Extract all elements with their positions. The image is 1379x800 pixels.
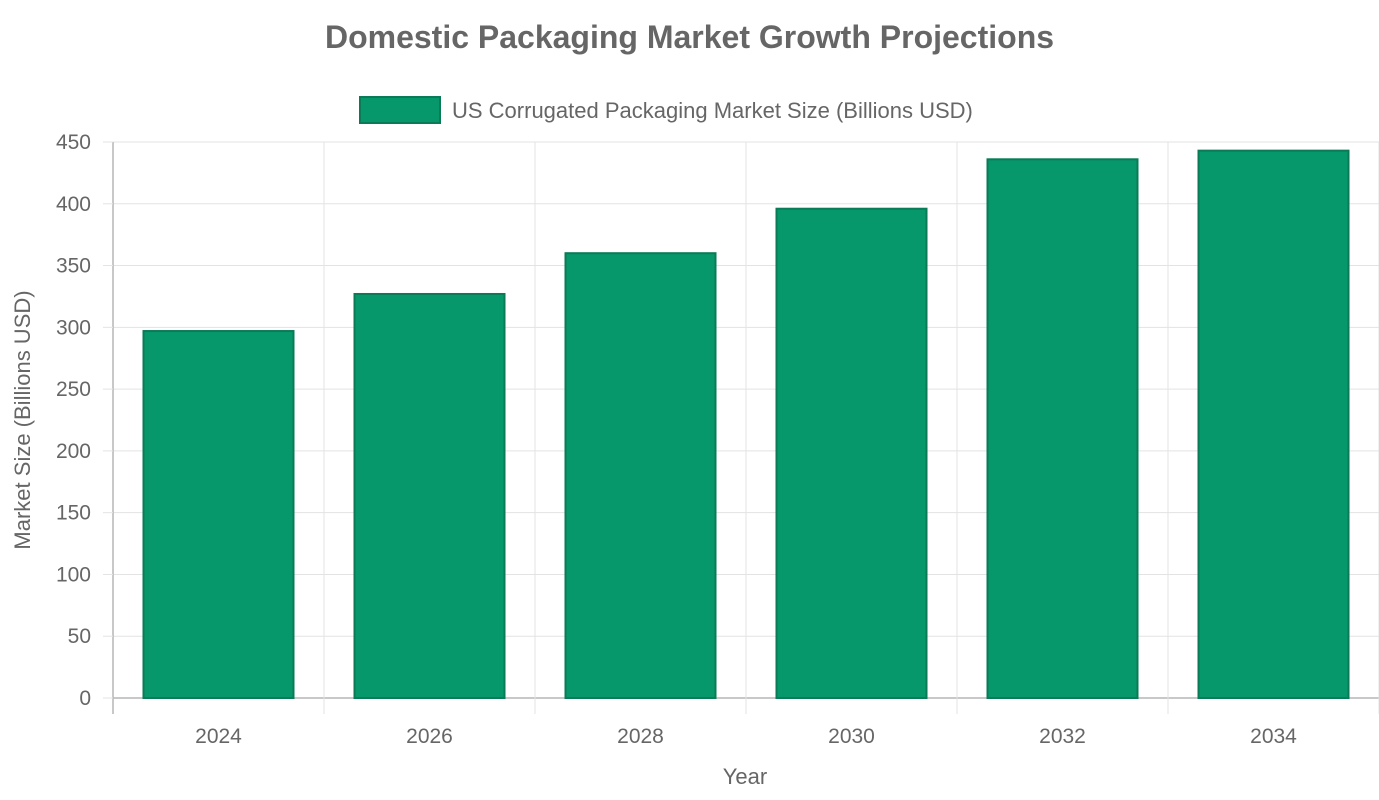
x-tick-label: 2026 [406,725,453,748]
bars [142,149,1350,700]
bar-2028[interactable] [564,252,717,699]
legend-label: US Corrugated Packaging Market Size (Bil… [452,98,973,123]
axes: 0 50 100 150 200 250 300 350 400 450 2024 2026 2028 2… [56,131,1297,748]
y-tick-label: 350 [56,255,91,278]
x-tick-label: 2030 [828,725,875,748]
legend[interactable]: US Corrugated Packaging Market Size (Bil… [359,96,973,124]
grid-lines [112,141,1379,714]
bar-2034[interactable] [1197,149,1350,700]
x-tick-label: 2024 [195,725,242,748]
y-tick-label: 250 [56,378,91,401]
x-axis-title: Year [723,764,767,789]
y-tick-label: 400 [56,193,91,216]
y-axis-title: Market Size (Billions USD) [10,290,35,549]
x-tick-label: 2032 [1039,725,1086,748]
y-tick-label: 100 [56,563,91,586]
bar-2030[interactable] [775,207,928,699]
y-tick-label: 450 [56,131,91,154]
bar-2024[interactable] [142,330,295,699]
bar-2026[interactable] [353,292,506,699]
y-tick-label: 50 [68,625,91,648]
y-tick-label: 0 [79,687,91,710]
y-tick-label: 200 [56,440,91,463]
chart-title: Domestic Packaging Market Growth Project… [325,19,1054,55]
bar-2032[interactable] [986,158,1139,699]
x-tick-label: 2028 [617,725,664,748]
legend-swatch [359,96,441,124]
y-tick-label: 300 [56,316,91,339]
x-tick-label: 2034 [1250,725,1297,748]
y-tick-label: 150 [56,502,91,525]
